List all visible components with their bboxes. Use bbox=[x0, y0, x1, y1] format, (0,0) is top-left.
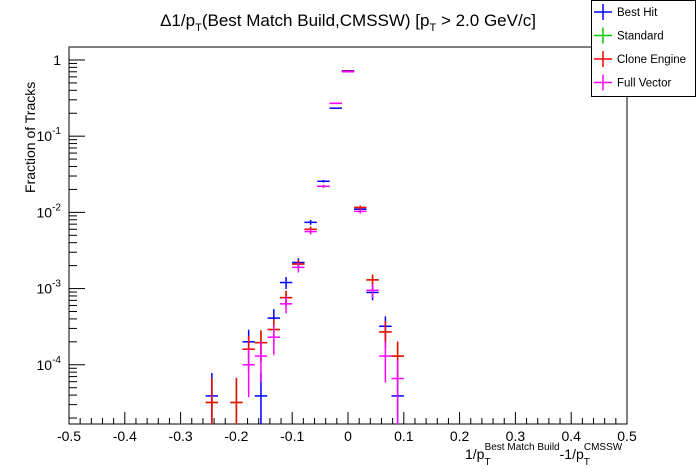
data-point bbox=[292, 262, 305, 273]
legend-entry: Clone Engine bbox=[594, 51, 686, 67]
data-point bbox=[254, 341, 268, 383]
data-point bbox=[379, 341, 392, 383]
data-point bbox=[304, 220, 317, 225]
series-clone-engine bbox=[205, 70, 404, 424]
y-tick-label: 10-3 bbox=[37, 279, 62, 297]
x-tick-label: -0.2 bbox=[224, 428, 248, 444]
legend-label: Clone Engine bbox=[617, 54, 686, 66]
y-tick-label: 10-2 bbox=[37, 202, 62, 220]
x-tick-label: 0.4 bbox=[561, 428, 581, 444]
data-point bbox=[230, 377, 243, 424]
x-tick-label: 0.1 bbox=[394, 428, 414, 444]
chart-title: Δ1/pT(Best Match Build,CMSSW) [pT > 2.0 … bbox=[160, 11, 536, 34]
x-tick-label: -0.1 bbox=[280, 428, 304, 444]
data-point bbox=[279, 277, 293, 290]
y-axis-label: Fraction of Tracks bbox=[22, 82, 38, 193]
x-tick-label: 0.2 bbox=[450, 428, 470, 444]
legend-entry: Standard bbox=[594, 27, 664, 44]
y-tick-label: 10-4 bbox=[37, 355, 62, 373]
data-point bbox=[267, 325, 280, 355]
y-tick-label: 10-1 bbox=[37, 126, 62, 144]
x-tick-label: -0.4 bbox=[113, 428, 137, 444]
data-point bbox=[329, 107, 342, 109]
data-point bbox=[242, 348, 255, 398]
x-tick-label: -0.3 bbox=[169, 428, 193, 444]
legend-label: Best Hit bbox=[617, 7, 658, 19]
legend-box bbox=[591, 0, 696, 97]
data-point bbox=[354, 205, 367, 210]
data-point bbox=[304, 228, 317, 235]
legend-label: Standard bbox=[617, 31, 664, 43]
legend-entry: Best Hit bbox=[594, 4, 658, 20]
legend-label: Full Vector bbox=[617, 78, 671, 90]
y-tick-label: 1 bbox=[53, 52, 61, 68]
data-point bbox=[205, 377, 219, 424]
data-point bbox=[279, 296, 293, 314]
plot-frame bbox=[68, 46, 628, 425]
series-best-hit bbox=[205, 70, 404, 424]
data-point bbox=[317, 184, 330, 188]
x-tick-label: -0.5 bbox=[57, 428, 81, 444]
legend: Best Hit Standard Clone Engine Full Vector bbox=[591, 0, 696, 97]
x-tick-label: 0.5 bbox=[617, 428, 637, 444]
data-point bbox=[391, 359, 404, 424]
x-tick-label: 0.3 bbox=[506, 428, 526, 444]
series-standard bbox=[205, 70, 404, 424]
data-point bbox=[317, 179, 330, 183]
data-point bbox=[354, 209, 367, 214]
x-axis-label: 1/pTBest Match Build-1/pTCMSSW bbox=[465, 442, 623, 468]
series-full-vector bbox=[242, 71, 404, 424]
data-point bbox=[366, 284, 379, 298]
x-tick-label: 0 bbox=[344, 428, 352, 444]
legend-entry: Full Vector bbox=[594, 74, 671, 91]
data-point bbox=[329, 102, 342, 105]
